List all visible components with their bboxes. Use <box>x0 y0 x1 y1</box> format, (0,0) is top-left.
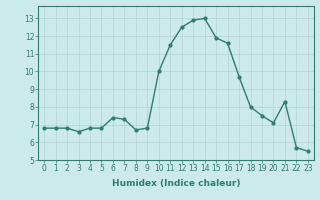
X-axis label: Humidex (Indice chaleur): Humidex (Indice chaleur) <box>112 179 240 188</box>
